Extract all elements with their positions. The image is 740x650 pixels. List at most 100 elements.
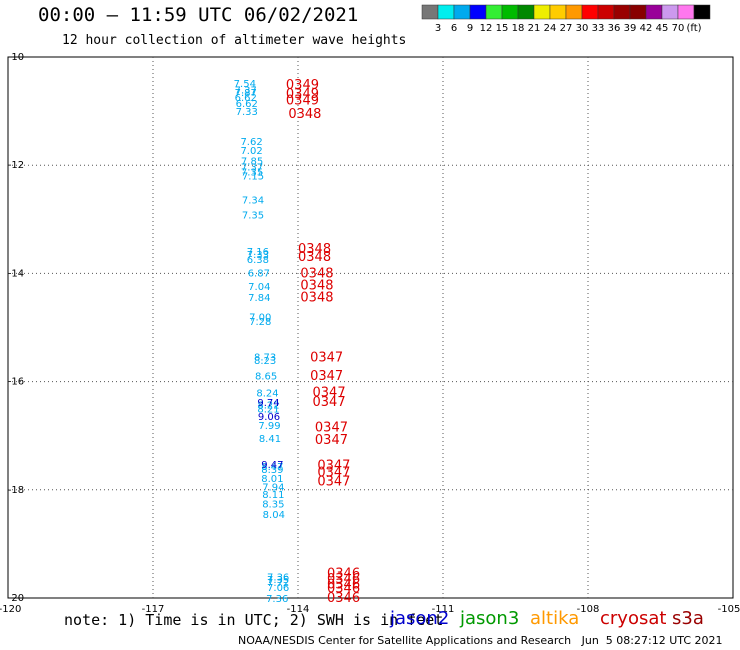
- colorbar-tick-label: (ft): [686, 23, 701, 34]
- wave-height-label: 6.38: [247, 255, 269, 266]
- colorbar-tick-label: 3: [435, 23, 441, 34]
- wave-height-label: 8.23: [254, 356, 276, 367]
- wave-height-label: 9.06: [258, 412, 280, 423]
- plot-frame: [7, 56, 734, 599]
- wave-height-label: 6.87: [248, 268, 270, 279]
- colorbar-tick-label: 6: [451, 23, 457, 34]
- y-tick-label: -14: [8, 268, 24, 279]
- pass-number-label: 0346: [327, 572, 360, 587]
- wave-height-label: 7.28: [249, 317, 271, 328]
- pass-number-label: 0347: [315, 421, 348, 436]
- wave-height-label: 7.15: [242, 171, 264, 182]
- pass-number-label: 0346: [327, 581, 360, 596]
- pass-number-label: 0347: [317, 475, 350, 490]
- y-tick-label: -10: [8, 52, 24, 63]
- footer-note: note: 1) Time is in UTC; 2) SWH is in fe…: [64, 611, 444, 629]
- colorbar-tick-label: 45: [656, 23, 669, 34]
- wave-height-label: 8.65: [255, 372, 277, 383]
- x-edge-label-left: -120: [0, 604, 21, 615]
- wave-height-label: 8.73: [254, 353, 276, 364]
- colorbar-tick-label: 15: [496, 23, 509, 34]
- pass-number-label: 0348: [298, 250, 331, 265]
- colorbar-tick-label: 24: [544, 23, 557, 34]
- pass-number-label: 0349: [286, 87, 319, 102]
- wave-height-label: 7.35: [241, 168, 263, 179]
- wave-height-label: 7.94: [262, 483, 284, 494]
- wave-height-label: 7.35: [267, 575, 289, 586]
- pass-number-label: 0348: [298, 242, 331, 257]
- pass-number-label: 0347: [317, 458, 350, 473]
- pass-number-label: 0348: [300, 278, 333, 293]
- colorbar-tick-label: 21: [528, 23, 541, 34]
- wave-height-label: 8.35: [262, 499, 284, 510]
- wave-height-label: 9.47: [261, 460, 283, 471]
- colorbar-tick-label: 36: [608, 23, 621, 34]
- chart-title: 00:00 – 11:59 UTC 06/02/2021: [38, 4, 359, 26]
- wave-height-label: 7.04: [248, 282, 270, 293]
- wave-height-label: 8.04: [263, 510, 285, 521]
- x-tick-label: -108: [577, 604, 600, 615]
- wave-height-label: 8.47: [261, 462, 283, 473]
- pass-number-label: 0346: [327, 577, 360, 592]
- wave-height-label: 7.02: [240, 146, 262, 157]
- wave-height-label: 7.84: [248, 293, 270, 304]
- wave-height-label: 7.35: [242, 210, 264, 221]
- colorbar-tick-label: 30: [576, 23, 589, 34]
- wave-height-label: 7.87: [235, 88, 257, 99]
- wave-height-label: 6.62: [235, 93, 257, 104]
- pass-number-label: 0347: [310, 350, 343, 365]
- wave-height-label: 7.37: [235, 85, 257, 96]
- pass-number-label: 0347: [313, 395, 346, 410]
- colorbar-swatch: [693, 4, 711, 20]
- pass-number-label: 0346: [327, 591, 360, 606]
- wave-height-label: 8.11: [262, 490, 284, 501]
- wave-height-label: 7.54: [234, 79, 256, 90]
- wave-height-label: 7.16: [247, 247, 269, 258]
- colorbar-tick-label: 42: [640, 23, 653, 34]
- wave-height-label: 8.22: [257, 400, 279, 411]
- wave-height-label: 7.36: [267, 572, 289, 583]
- pass-number-label: 0349: [286, 93, 319, 108]
- pass-number-label: 0347: [310, 369, 343, 384]
- y-tick-label: -18: [8, 485, 24, 496]
- wave-height-label: 7.85: [241, 156, 263, 167]
- map-plot: -117 -114 -111 -108 -120 -105 -10 -12 -14 -16 -18 -…: [0, 52, 740, 615]
- satellite-legend-altika: altika: [530, 608, 580, 629]
- y-tick-label: -20: [8, 593, 24, 604]
- x-tick-label: -114: [287, 604, 310, 615]
- colorbar-tick-label: 12: [480, 23, 493, 34]
- wave-height-label: 6.62: [236, 99, 258, 110]
- wave-height-label: 8.21: [257, 405, 279, 416]
- pass-number-label: 0347: [315, 433, 348, 448]
- colorbar-tick-label: 9: [467, 23, 473, 34]
- chart-subtitle: 12 hour collection of altimeter wave hei…: [62, 33, 407, 48]
- wave-height-label: 7.37: [241, 162, 263, 173]
- satellite-legend-jason3: jason3: [460, 608, 520, 629]
- colorbar-tick-label: 39: [624, 23, 637, 34]
- colorbar-tick-label: 27: [560, 23, 573, 34]
- colorbar-tick-label: 70: [672, 23, 685, 34]
- x-tick-label: -111: [432, 604, 455, 615]
- y-tick-label: -16: [8, 377, 24, 388]
- x-edge-label-right: -105: [718, 604, 740, 615]
- satellite-legend-cryosat: cryosat: [600, 608, 667, 629]
- y-tick-label: -12: [8, 160, 24, 171]
- wave-height-label: 7.36: [266, 594, 288, 605]
- satellite-legend-jason2: jason2: [390, 608, 450, 629]
- pass-number-label: 0346: [327, 567, 360, 582]
- wave-height-label: 7.33: [247, 250, 269, 261]
- pass-number-label: 0348: [288, 107, 321, 122]
- wave-height-label: 8.41: [259, 434, 281, 445]
- pass-number-label: 0347: [313, 385, 346, 400]
- x-tick-label: -117: [142, 604, 165, 615]
- footer-credit: NOAA/NESDIS Center for Satellite Applica…: [238, 634, 723, 647]
- wave-height-label: 7.33: [236, 107, 258, 118]
- pass-number-label: 0348: [300, 266, 333, 281]
- colorbar-legend: 3 6 9 12 15 18 21 24 27 30 33 36 39 42 45 70 (ft): [421, 4, 711, 34]
- colorbar-tick-label: 18: [512, 23, 525, 34]
- wave-height-label: 7.34: [242, 195, 264, 206]
- wave-height-label: 9.74: [257, 398, 279, 409]
- wave-height-label: 8.24: [256, 388, 278, 399]
- wave-height-label: 8.01: [261, 474, 283, 485]
- wave-height-label: 7.99: [258, 421, 280, 432]
